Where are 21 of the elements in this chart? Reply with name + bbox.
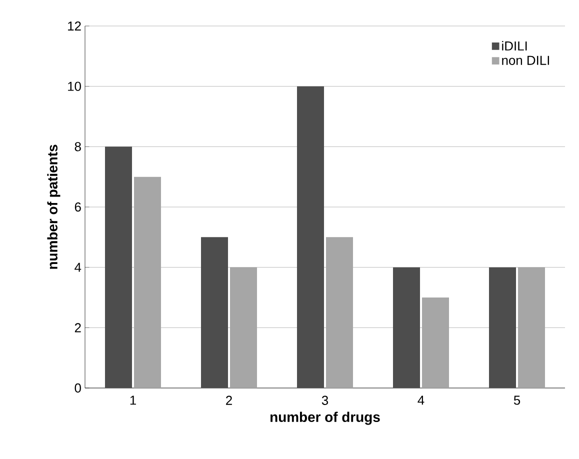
y-tick-label: 0: [74, 383, 81, 393]
x-tick-label: 5: [514, 396, 520, 405]
x-tick-label: 1: [130, 396, 136, 405]
y-tick-label: 8: [74, 142, 81, 152]
legend-label: non DILI: [502, 56, 550, 65]
bar: [201, 237, 228, 388]
bar: [105, 146, 132, 388]
y-tick-label: 10: [68, 82, 81, 91]
y-tick-label: 12: [68, 21, 81, 31]
y-tick-label: 6: [74, 202, 81, 212]
x-tick-label: 3: [322, 396, 328, 405]
bar: [297, 86, 324, 388]
y-tick-label: 2: [74, 323, 81, 332]
x-tick-label: 4: [418, 396, 424, 405]
y-tick-label: 4: [74, 262, 82, 272]
x-tick-label: 2: [226, 396, 232, 405]
y-axis-title: number of patients: [47, 144, 60, 269]
legend-label: iDILI: [502, 41, 527, 50]
bar: [489, 267, 516, 388]
bar: [393, 267, 420, 388]
x-axis-title: number of drugs: [270, 412, 380, 425]
